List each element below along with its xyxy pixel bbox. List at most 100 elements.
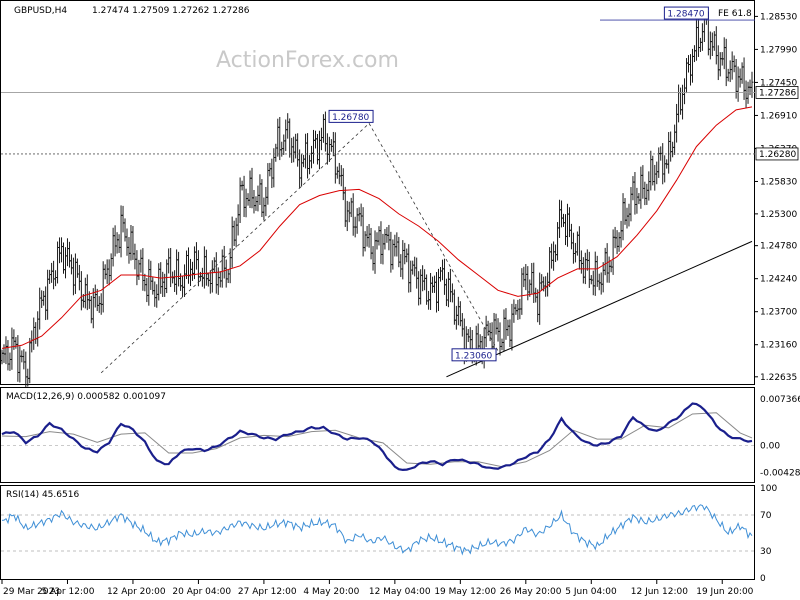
price-bar <box>359 203 363 227</box>
price-bar <box>105 259 109 284</box>
price-bar <box>77 264 81 291</box>
price-bar <box>325 133 329 165</box>
price-tick-label: 1.27990 <box>760 45 797 55</box>
price-bar <box>190 261 194 281</box>
price-bar <box>502 309 506 352</box>
price-bar <box>387 224 391 251</box>
price-bar <box>300 154 304 187</box>
price-bar <box>173 270 177 292</box>
price-bar <box>534 287 538 303</box>
price-bar <box>335 166 339 179</box>
price-bar <box>571 232 575 264</box>
price-bar <box>347 201 351 223</box>
price-bar <box>220 249 224 288</box>
price-bar <box>349 197 353 218</box>
time-tick-label: 5 Apr 12:00 <box>41 587 94 597</box>
price-bar <box>125 228 129 256</box>
price-bar <box>67 241 71 268</box>
price-bar <box>306 133 310 179</box>
price-bar <box>405 248 409 263</box>
price-bar <box>296 133 300 167</box>
price-bar <box>63 247 67 279</box>
axis-labels: 1.285301.279901.274501.269101.263701.258… <box>1 12 800 597</box>
time-tick-label: 5 Jun 04:00 <box>565 587 617 597</box>
price-bar <box>97 296 101 313</box>
price-bar <box>262 197 266 221</box>
price-bar <box>109 253 113 281</box>
price-bar <box>365 225 369 247</box>
price-bar <box>121 205 125 233</box>
price-bar <box>155 284 159 308</box>
price-bar <box>393 234 397 257</box>
price-bar <box>623 198 627 225</box>
price-bar <box>700 23 704 51</box>
macd-signal-line <box>1 412 753 468</box>
price-bar <box>409 260 413 293</box>
price-bar <box>143 273 147 292</box>
price-bar <box>690 48 694 83</box>
price-bar <box>714 26 718 65</box>
price-bar <box>16 335 20 382</box>
price-tick-label: 1.24780 <box>760 242 797 252</box>
price-bar <box>141 248 145 291</box>
price-bar <box>562 213 566 227</box>
price-bar <box>44 286 48 321</box>
price-bar <box>524 264 528 291</box>
price-bar <box>569 223 573 250</box>
price-bar <box>234 217 238 248</box>
price-bar <box>427 290 431 310</box>
price-bar <box>319 127 323 151</box>
price-bar <box>520 268 524 315</box>
time-tick-label: 19 May 12:00 <box>434 587 496 597</box>
price-bar <box>333 132 337 184</box>
price-bar <box>413 256 417 277</box>
price-bar <box>732 55 736 73</box>
price-bar <box>258 174 262 205</box>
level-price-tag: 1.26280 <box>759 150 796 160</box>
rising-trendline <box>446 240 753 378</box>
price-bar <box>58 237 62 264</box>
price-bar <box>292 136 296 163</box>
price-bar <box>40 290 44 308</box>
price-bar <box>579 250 583 274</box>
price-bar <box>442 258 446 295</box>
price-bar <box>284 119 288 152</box>
price-bar <box>216 267 220 295</box>
price-bar <box>337 162 341 185</box>
price-bar <box>103 264 107 280</box>
price-bar <box>536 289 540 323</box>
price-bar <box>603 247 607 276</box>
price-bar <box>708 31 712 60</box>
price-bar <box>188 258 192 287</box>
price-bar <box>371 246 375 271</box>
price-bar <box>123 218 127 242</box>
price-tick-label: 1.27450 <box>760 78 797 88</box>
price-bar <box>399 254 403 277</box>
price-bar <box>369 227 373 260</box>
macd-tick-label: 0.007366 <box>760 395 800 405</box>
price-bar <box>500 338 504 351</box>
rsi-panel-frame <box>0 485 755 580</box>
price-bar <box>643 181 647 206</box>
price-bar <box>675 103 679 143</box>
moving-average-line <box>1 106 753 349</box>
price-bar <box>379 221 383 264</box>
price-bar <box>54 270 58 287</box>
price-bar <box>688 54 692 86</box>
price-bar <box>591 270 595 296</box>
price-bar <box>468 327 472 350</box>
price-bar <box>117 234 121 253</box>
price-bar <box>252 189 256 214</box>
price-bar <box>312 129 316 164</box>
price-bar <box>317 130 321 170</box>
price-bar <box>460 313 464 337</box>
price-bar <box>69 254 73 275</box>
price-bar <box>60 237 64 263</box>
price-bar <box>395 232 399 257</box>
price-bar <box>355 208 359 234</box>
price-bar <box>411 260 415 275</box>
price-bar <box>288 118 292 158</box>
price-bar <box>565 203 569 247</box>
price-bar <box>26 368 30 387</box>
